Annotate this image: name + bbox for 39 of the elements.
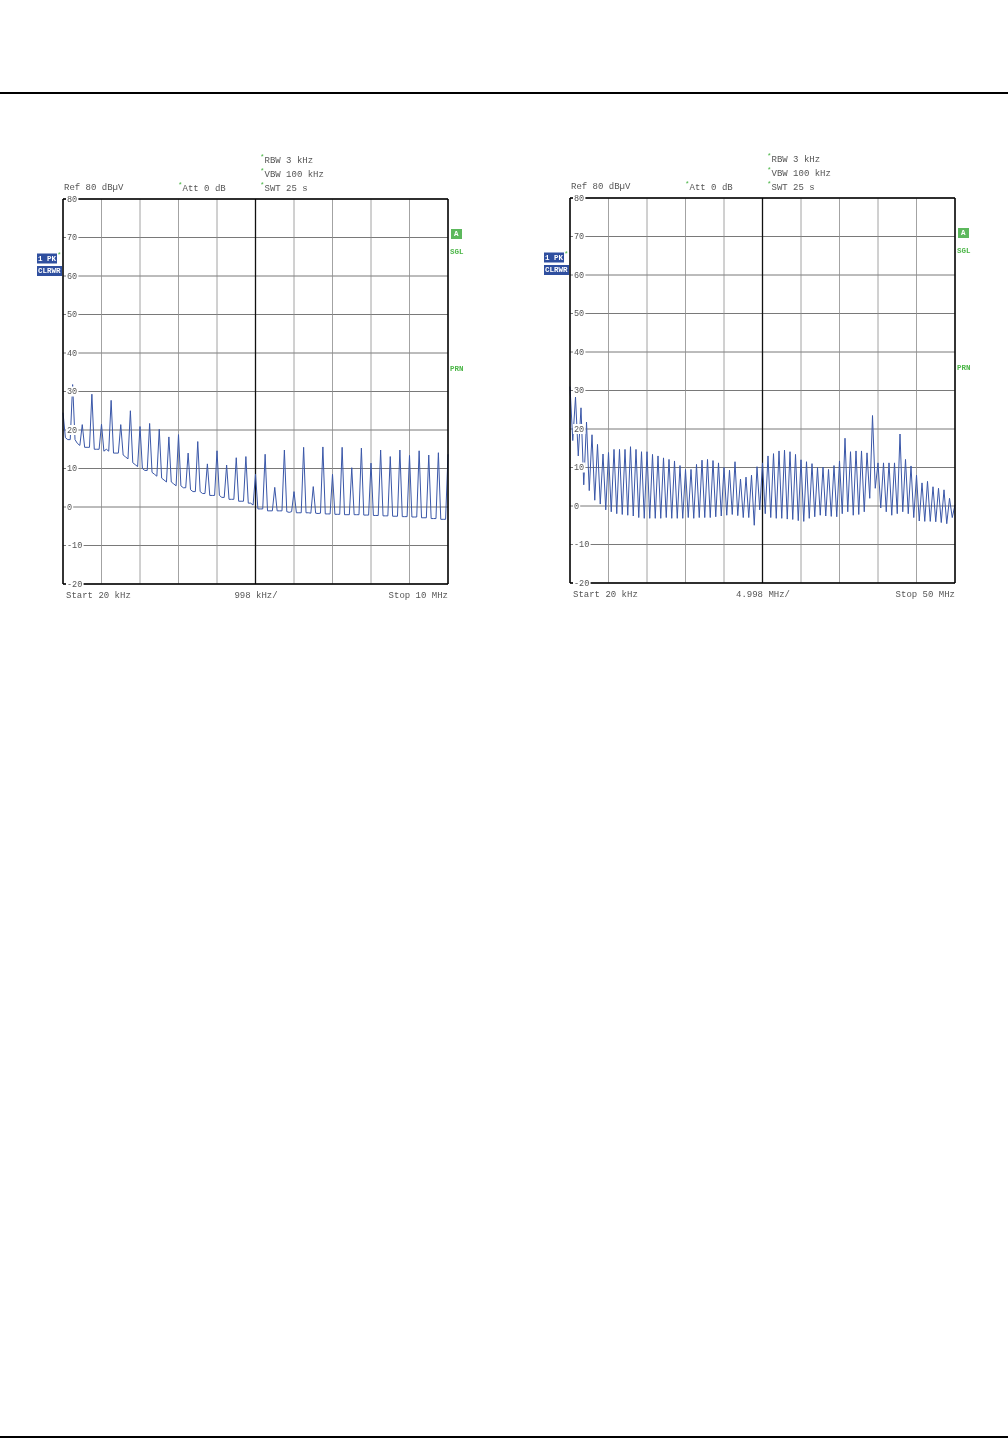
text: 4.998 MHz/ [735,589,791,600]
y-tick-label: 20 [67,425,78,436]
text: $^{*}$VBW 100 kHz [260,166,324,180]
y-tick-label: 80 [67,194,78,205]
y-tick-label: 30 [67,387,78,398]
y-tick-label: -10 [67,541,83,552]
text: $^{*}$Att 0 dB [178,180,226,194]
text: $^{*}$Att 0 dB [685,179,733,193]
text: Start 20 kHz [573,589,638,600]
text: Ref 80 dBµV [571,181,631,192]
y-tick-label: 10 [67,464,78,475]
y-tick-label: 50 [67,310,78,321]
text: Ref 80 dBµV [64,182,124,193]
text: $^{*}$RBW 3 kHz [767,151,821,165]
text: $^{*}$VBW 100 kHz [767,165,831,179]
y-tick-label: -20 [67,579,83,590]
y-tick-label: 0 [67,502,73,513]
y-tick-label: 70 [574,232,585,243]
text: Stop 50 MHz [895,589,955,600]
y-tick-label: 60 [67,271,78,282]
line-series [62,384,449,520]
text: $^{*}$SWT 25 s [260,180,308,194]
text: Stop 10 MHz [388,590,448,601]
text: $^{*}$SWT 25 s [767,179,815,193]
y-tick-label: 70 [67,233,78,244]
text: 998 kHz/ [234,590,278,601]
y-tick-label: -10 [574,540,590,551]
y-tick-label: 40 [67,348,78,359]
text: Start 20 kHz [66,590,131,601]
y-tick-label: 30 [574,386,585,397]
y-tick-label: 40 [574,347,585,358]
y-tick-label: 50 [574,309,585,320]
y-tick-label: 60 [574,270,585,281]
y-tick-label: 10 [574,463,585,474]
y-tick-label: 0 [574,501,580,512]
text: $^{*}$RBW 3 kHz [260,152,314,166]
y-tick-label: 20 [574,424,585,435]
y-tick-label: 80 [574,193,585,204]
y-tick-label: -20 [574,578,590,589]
